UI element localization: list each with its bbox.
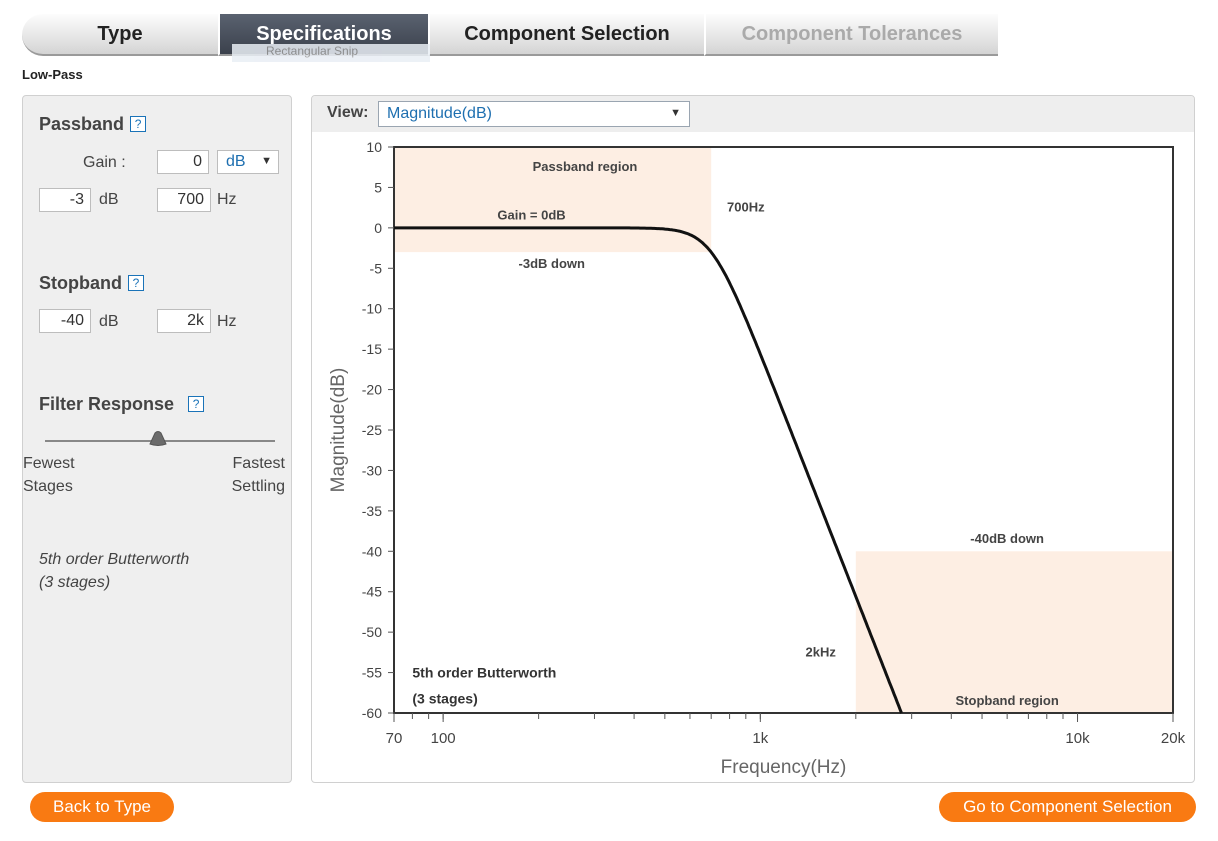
chart-annotation: 2kHz (806, 644, 837, 659)
wizard-tabs: Type Specifications Component Selection … (22, 14, 1000, 58)
filter-type-label: Low-Pass (22, 67, 83, 82)
y-tick-label: -60 (362, 705, 382, 721)
go-to-component-selection-button[interactable]: Go to Component Selection (939, 792, 1196, 822)
view-selected-value: Magnitude(dB) (387, 105, 492, 122)
passband-heading: Passband? (39, 114, 147, 135)
settling-label: Settling (231, 478, 285, 495)
magnitude-chart: 1050-5-10-15-20-25-30-35-40-45-50-55-607… (328, 139, 1186, 778)
y-axis-label: Magnitude(dB) (328, 368, 349, 493)
y-tick-label: -10 (362, 301, 382, 317)
chart-annotation: Passband region (533, 159, 638, 174)
view-toolbar: View: Magnitude(dB) ▼ (312, 96, 1194, 132)
passband-title: Passband (39, 114, 125, 134)
x-tick-label: 10k (1065, 730, 1090, 747)
y-tick-label: -50 (362, 624, 382, 640)
stopband-frequency-unit: Hz (217, 313, 237, 330)
passband-frequency-input[interactable]: 700 (157, 188, 211, 212)
x-tick-label: 100 (431, 730, 456, 747)
fastest-settling-label: Fastest Settling (232, 452, 285, 498)
gain-label: Gain : (83, 154, 126, 171)
chart-region-0 (394, 147, 712, 253)
passband-frequency-unit: Hz (217, 191, 237, 208)
filter-response-slider-thumb[interactable] (145, 430, 171, 446)
y-tick-label: -25 (362, 422, 382, 438)
y-tick-label: -55 (362, 665, 382, 681)
y-tick-label: -15 (362, 341, 382, 357)
chevron-down-icon: ▼ (261, 155, 272, 167)
gain-unit-value: dB (226, 153, 246, 170)
chart-order-label: 5th order Butterworth (412, 665, 556, 681)
y-tick-label: 0 (374, 220, 382, 236)
chart-panel: View: Magnitude(dB) ▼ 10 5 0 -5 -10 -15 -20 -25 -… (311, 95, 1195, 783)
fewest-label: Fewest (23, 455, 75, 472)
filter-result-summary: 5th order Butterworth (3 stages) (39, 548, 189, 594)
chart-annotation: Stopband region (956, 693, 1059, 708)
specifications-panel: Passband? Gain : 0 dB ▼ -3 dB 700 Hz Stop… (22, 95, 292, 783)
tab-component-tolerances: Component Tolerances (704, 14, 998, 56)
y-tick-label: -35 (362, 503, 382, 519)
passband-help-icon[interactable]: ? (130, 116, 147, 132)
y-tick-label: -20 (362, 382, 382, 398)
filter-response-heading: Filter Response? (39, 394, 205, 415)
y-tick-label: -5 (370, 260, 383, 276)
snip-overlay: Rectangular Snip (232, 44, 430, 62)
stopband-title: Stopband (39, 273, 122, 293)
stopband-frequency-input[interactable]: 2k (157, 309, 211, 333)
back-to-type-button[interactable]: Back to Type (30, 792, 174, 822)
chart-annotation: 700Hz (727, 200, 765, 215)
y-tick-label: -30 (362, 462, 382, 478)
x-tick-label: 70 (386, 730, 403, 747)
chart-annotation: -40dB down (970, 531, 1044, 546)
x-tick-label: 20k (1161, 730, 1186, 747)
tab-type[interactable]: Type (22, 14, 218, 56)
stopband-attenuation-input[interactable]: -40 (39, 309, 91, 333)
stages-label: Stages (23, 478, 73, 495)
view-label: View: (327, 104, 369, 121)
passband-attenuation-input[interactable]: -3 (39, 188, 91, 212)
y-tick-label: 5 (374, 179, 382, 195)
chart-annotation: -3dB down (519, 256, 585, 271)
result-line-2: (3 stages) (39, 574, 111, 591)
x-axis-label: Frequency(Hz) (721, 757, 847, 778)
filter-response-help-icon[interactable]: ? (188, 396, 205, 412)
tab-component-selection[interactable]: Component Selection (428, 14, 704, 56)
fastest-label: Fastest (232, 455, 285, 472)
passband-attenuation-unit: dB (99, 191, 119, 208)
chevron-down-icon: ▼ (670, 107, 681, 119)
stopband-attenuation-unit: dB (99, 313, 119, 330)
series-line (394, 226, 903, 714)
chart-annotation: Gain = 0dB (497, 208, 565, 223)
chart-stages-label: (3 stages) (412, 690, 477, 706)
result-line-1: 5th order Butterworth (39, 551, 190, 568)
gain-input[interactable]: 0 (157, 150, 209, 174)
chart-region-1 (855, 551, 1173, 713)
filter-response-title: Filter Response (39, 394, 175, 414)
view-select[interactable]: Magnitude(dB) ▼ (378, 101, 690, 127)
stopband-help-icon[interactable]: ? (128, 275, 144, 291)
gain-unit-select[interactable]: dB ▼ (217, 150, 279, 174)
y-tick-label: 10 (366, 139, 382, 155)
y-tick-label: -45 (362, 584, 382, 600)
y-tick-label: -40 (362, 543, 382, 559)
stopband-heading: Stopband? (39, 273, 144, 294)
fewest-stages-label: Fewest Stages (23, 452, 75, 498)
x-tick-label: 1k (752, 730, 768, 747)
